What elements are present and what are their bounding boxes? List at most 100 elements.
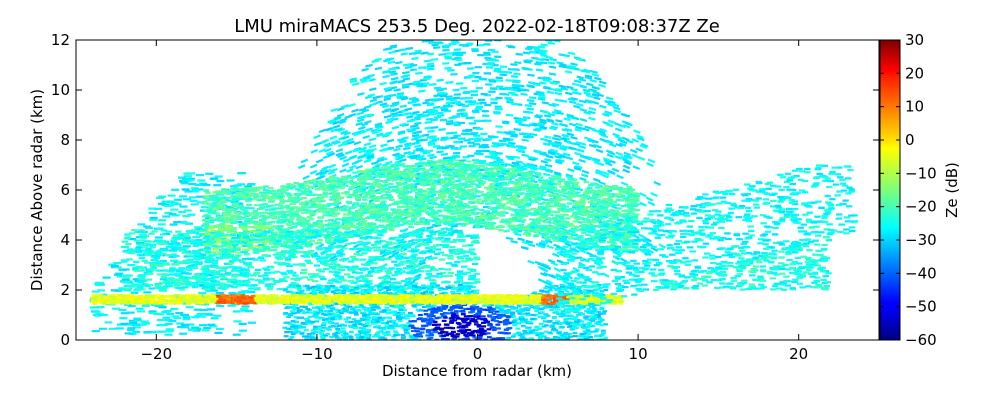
reflectivity-cell (538, 95, 546, 100)
reflectivity-cell (416, 113, 424, 117)
reflectivity-cell (607, 119, 616, 124)
reflectivity-cell (446, 131, 454, 135)
reflectivity-cell (594, 170, 603, 176)
reflectivity-cell (607, 169, 615, 175)
reflectivity-cell (511, 161, 520, 165)
reflectivity-cell (622, 168, 631, 174)
reflectivity-cell (570, 97, 579, 101)
reflectivity-cell (362, 135, 370, 140)
reflectivity-cell (395, 156, 403, 161)
reflectivity-cell (621, 136, 630, 142)
reflectivity-cell (550, 125, 558, 130)
reflectivity-cell (544, 158, 552, 162)
reflectivity-cell (540, 267, 549, 273)
reflectivity-cell (645, 241, 654, 247)
reflectivity-cell (543, 265, 552, 270)
reflectivity-cell (347, 140, 355, 145)
reflectivity-cell (508, 91, 516, 95)
reflectivity-cell (520, 92, 528, 96)
reflectivity-cell (537, 97, 546, 101)
reflectivity-cell (300, 158, 309, 164)
reflectivity-cell (528, 157, 536, 162)
reflectivity-cell (448, 116, 456, 120)
reflectivity-cell (415, 147, 424, 151)
reflectivity-cell (359, 146, 367, 151)
reflectivity-cell (364, 120, 372, 125)
reflectivity-cell (564, 91, 573, 96)
reflectivity-cell (588, 143, 597, 149)
reflectivity-cell (599, 137, 607, 143)
reflectivity-cell (367, 93, 375, 98)
reflectivity-cell (374, 57, 382, 62)
reflectivity-cell (423, 77, 431, 81)
reflectivity-cell (543, 114, 552, 118)
reflectivity-cell (408, 52, 417, 56)
reflectivity-cell (439, 87, 448, 91)
reflectivity-cell (606, 153, 615, 158)
reflectivity-cell (539, 152, 547, 157)
reflectivity-cell (544, 163, 553, 168)
reflectivity-cell (394, 154, 403, 158)
reflectivity-cell (391, 125, 400, 130)
reflectivity-cell (309, 169, 318, 175)
reflectivity-cell (522, 240, 530, 245)
reflectivity-cell (415, 156, 424, 161)
reflectivity-cell (546, 118, 554, 122)
reflectivity-cell (368, 144, 377, 149)
reflectivity-cell (540, 239, 549, 245)
reflectivity-cell (407, 238, 415, 244)
reflectivity-cell (578, 78, 587, 82)
reflectivity-cell (505, 79, 513, 82)
reflectivity-cell (559, 145, 568, 150)
reflectivity-cell (548, 72, 557, 76)
reflectivity-cell (540, 43, 548, 47)
reflectivity-cell (429, 112, 438, 116)
reflectivity-cell (333, 115, 342, 120)
reflectivity-cell (353, 132, 361, 137)
reflectivity-cell (526, 110, 534, 114)
reflectivity-cell (513, 72, 521, 76)
reflectivity-cell (425, 149, 434, 153)
reflectivity-cell (612, 132, 620, 138)
reflectivity-cell (551, 137, 560, 141)
reflectivity-cell (402, 63, 411, 67)
reflectivity-cell (558, 84, 567, 89)
reflectivity-cell (371, 161, 379, 166)
reflectivity-cell (554, 140, 562, 145)
reflectivity-cell (297, 164, 306, 170)
reflectivity-cell (427, 143, 436, 147)
reflectivity-cell (403, 151, 411, 155)
reflectivity-cell (512, 155, 520, 159)
reflectivity-cell (522, 51, 531, 55)
reflectivity-cell (538, 241, 547, 247)
reflectivity-cell (442, 45, 450, 49)
reflectivity-cell (417, 155, 425, 159)
reflectivity-cell (415, 138, 424, 143)
reflectivity-cell (444, 55, 452, 58)
reflectivity-cell (401, 136, 409, 140)
reflectivity-cell (436, 150, 444, 154)
reflectivity-cell (414, 130, 423, 134)
reflectivity-cell (402, 146, 411, 151)
reflectivity-cell (537, 93, 546, 97)
reflectivity-cell (523, 60, 532, 64)
reflectivity-cell (517, 146, 526, 150)
reflectivity-cell (343, 131, 352, 136)
reflectivity-cell (596, 93, 604, 98)
reflectivity-cell (535, 68, 544, 72)
reflectivity-cell (396, 94, 404, 98)
reflectivity-cell (593, 160, 602, 166)
reflectivity-cell (550, 261, 559, 267)
reflectivity-cell (513, 84, 521, 88)
reflectivity-cell (545, 279, 554, 285)
reflectivity-cell (442, 48, 450, 52)
reflectivity-cell (359, 130, 368, 135)
reflectivity-cell (542, 78, 551, 83)
reflectivity-cell (411, 97, 419, 101)
reflectivity-cell (495, 152, 503, 155)
reflectivity-cell (561, 133, 569, 138)
reflectivity-cell (445, 101, 454, 104)
reflectivity-cell (347, 103, 356, 108)
reflectivity-cell (325, 150, 334, 156)
reflectivity-cell (599, 128, 607, 133)
